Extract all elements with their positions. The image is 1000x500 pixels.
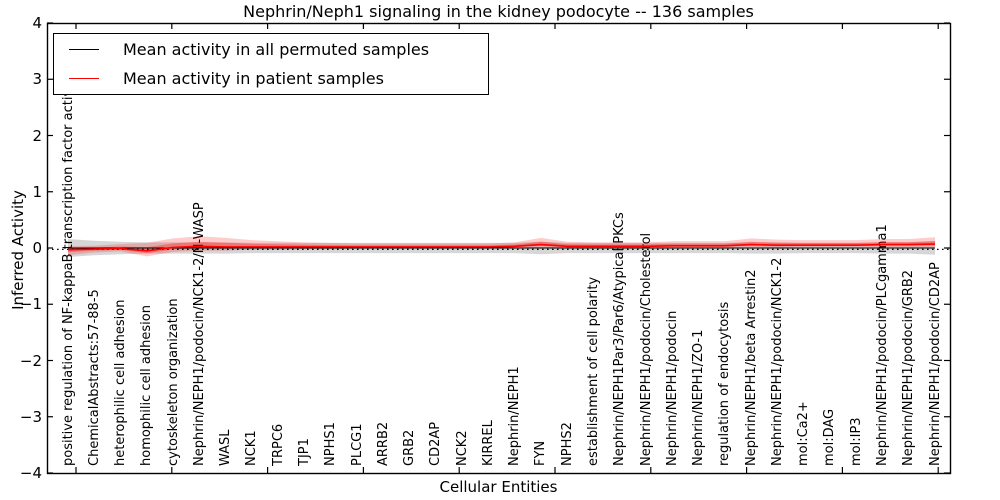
x-axis-label: Cellular Entities <box>439 478 558 496</box>
axes-ticks <box>47 22 950 474</box>
y-tick-label: 2 <box>32 126 42 145</box>
y-tick-label: −1 <box>19 295 42 314</box>
y-tick-label: 0 <box>32 239 42 257</box>
legend-entry-permuted: Mean activity in all permuted samples <box>54 35 488 64</box>
y-tick-label: 1 <box>32 182 42 201</box>
y-tick-label: 3 <box>32 70 42 89</box>
y-tick-label: −3 <box>19 407 42 426</box>
red-line-sample-icon <box>69 78 99 79</box>
black-line-sample-icon <box>69 49 99 50</box>
y-tick-label: −2 <box>19 351 42 370</box>
legend-label: Mean activity in all permuted samples <box>123 40 430 59</box>
legend-label: Mean activity in patient samples <box>123 69 384 88</box>
chart-title: Nephrin/Neph1 signaling in the kidney po… <box>243 2 754 21</box>
mean-lines <box>47 243 950 252</box>
legend: Mean activity in all permuted samples Me… <box>53 33 489 95</box>
legend-entry-patient: Mean activity in patient samples <box>54 64 488 93</box>
y-tick-label: −4 <box>19 464 42 482</box>
y-tick-label: 4 <box>32 14 42 32</box>
